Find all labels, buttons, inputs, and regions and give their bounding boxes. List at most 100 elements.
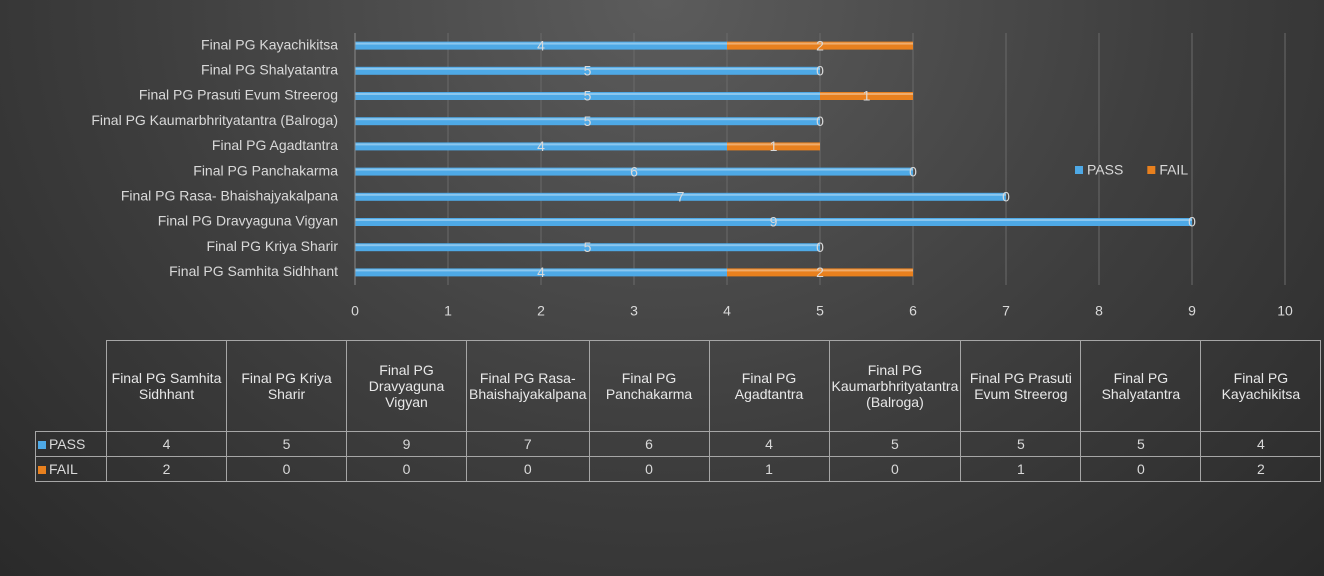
- y-tick-label: Final PG Kaumarbhrityatantra (Balroga): [91, 112, 338, 128]
- table-cell: 5: [828, 431, 962, 457]
- bar: [355, 243, 820, 252]
- data-label: 0: [816, 239, 824, 255]
- bar-highlight: [355, 219, 1192, 221]
- table-cell: 1: [708, 456, 830, 482]
- y-tick-label: Final PG Samhita Sidhhant: [169, 263, 338, 279]
- bar-highlight: [727, 143, 820, 146]
- data-label: 5: [584, 63, 592, 79]
- y-tick-label: Final PG Kayachikitsa: [201, 36, 338, 52]
- x-tick-label: 10: [1277, 303, 1293, 319]
- x-tick-label: 9: [1188, 303, 1196, 319]
- legend-swatch: [38, 466, 46, 474]
- legend-label: PASS: [1087, 162, 1123, 178]
- table-cell: 2: [106, 456, 227, 482]
- bar: [355, 41, 727, 50]
- data-label: 6: [630, 163, 638, 179]
- data-label: 5: [584, 113, 592, 129]
- data-label: 0: [1188, 214, 1196, 230]
- table-corner: [36, 341, 107, 432]
- table-cell: 0: [1080, 456, 1202, 482]
- data-label: 4: [537, 138, 545, 154]
- table-series-cell: PASS: [35, 431, 107, 457]
- data-label: 0: [816, 113, 824, 129]
- data-label: 1: [770, 138, 778, 154]
- x-tick-label: 6: [909, 303, 917, 319]
- table-cell: 0: [346, 456, 467, 482]
- bar-highlight: [355, 193, 1006, 196]
- bar: [355, 92, 820, 100]
- x-tick-label: 3: [630, 303, 638, 319]
- bar: [355, 268, 727, 277]
- table-cell: 5: [960, 431, 1082, 457]
- bar-highlight: [355, 168, 913, 171]
- y-tick-label: Final PG Panchakarma: [193, 162, 338, 178]
- bar: [355, 192, 1006, 201]
- x-tick-label: 1: [444, 303, 452, 319]
- table-cell: 0: [466, 456, 590, 482]
- y-tick-label: Final PG Kriya Sharir: [207, 238, 339, 254]
- table-series-cell: FAIL: [35, 456, 107, 482]
- table-cell: 6: [588, 431, 710, 457]
- x-tick-label: 0: [351, 303, 359, 319]
- data-label: 2: [816, 37, 824, 53]
- data-label: 5: [584, 88, 592, 104]
- y-tick-label: Final PG Shalyatantra: [201, 62, 338, 78]
- data-label: 0: [1002, 189, 1010, 205]
- table-cell: 9: [346, 431, 467, 457]
- x-tick-label: 7: [1002, 303, 1010, 319]
- y-tick-label: Final PG Agadtantra: [212, 137, 338, 153]
- table-header-cell: Final PG Shalyatantra: [1080, 340, 1202, 432]
- data-label: 1: [863, 88, 871, 104]
- bar-highlight: [355, 42, 727, 45]
- legend-swatch: [38, 441, 46, 449]
- table-header-cell: Final PG Kayachikitsa: [1200, 340, 1322, 432]
- data-label: 0: [816, 63, 824, 79]
- table-cell: 2: [1200, 456, 1322, 482]
- bar: [727, 41, 913, 50]
- y-tick-label: Final PG Rasa- Bhaishajyakalpana: [121, 188, 338, 204]
- data-label: 4: [537, 37, 545, 53]
- x-tick-label: 4: [723, 303, 731, 319]
- data-label: 4: [537, 264, 545, 280]
- data-label: 0: [909, 163, 917, 179]
- table-cell: 0: [588, 456, 710, 482]
- legend-swatch: [1147, 166, 1156, 174]
- data-label: 2: [816, 264, 824, 280]
- table-cell: 7: [466, 431, 590, 457]
- table-header-cell: Final PG Panchakarma: [588, 340, 710, 432]
- data-label: 5: [584, 239, 592, 255]
- table-header-cell: Final PG Kaumarbhrityatantra (Balroga): [828, 340, 962, 432]
- table-cell: 1: [960, 456, 1082, 482]
- bar: [355, 142, 727, 151]
- table-cell: 0: [828, 456, 962, 482]
- bar-highlight: [355, 118, 820, 121]
- y-tick-label: Final PG Prasuti Evum Streerog: [139, 87, 338, 103]
- table-header-cell: Final PG Samhita Sidhhant: [106, 340, 227, 432]
- bar-highlight: [727, 42, 913, 45]
- data-table: Final PG Samhita Sidhhant Final PG Kriya …: [35, 340, 1322, 482]
- legend-swatch: [1075, 166, 1083, 174]
- data-label: 9: [770, 214, 778, 230]
- bar-highlight: [355, 67, 820, 70]
- bar: [820, 92, 913, 100]
- y-tick-label: Final PG Dravyaguna Vigyan: [158, 213, 338, 229]
- table-cell: 5: [1080, 431, 1202, 457]
- bar-highlight: [355, 244, 820, 247]
- table-header-cell: Final PG Dravyaguna Vigyan: [346, 340, 467, 432]
- bar: [727, 268, 913, 277]
- table-header-cell: Final PG Agadtantra: [708, 340, 830, 432]
- bar-highlight: [355, 143, 727, 146]
- table-cell: 4: [106, 431, 227, 457]
- bar-highlight: [820, 93, 913, 95]
- table-cell: 5: [226, 431, 347, 457]
- table-header-row: Final PG Samhita Sidhhant Final PG Kriya …: [36, 340, 1322, 432]
- x-tick-label: 2: [537, 303, 545, 319]
- table-row: PASS 4 5 9 7 6 4 5 5 5 4: [35, 431, 1322, 457]
- series-name: FAIL: [49, 461, 78, 477]
- bar-highlight: [727, 269, 913, 272]
- table-cell: 4: [1200, 431, 1322, 457]
- table-cell: 4: [708, 431, 830, 457]
- x-tick-label: 8: [1095, 303, 1103, 319]
- table-header-cell: Final PG Kriya Sharir: [226, 340, 347, 432]
